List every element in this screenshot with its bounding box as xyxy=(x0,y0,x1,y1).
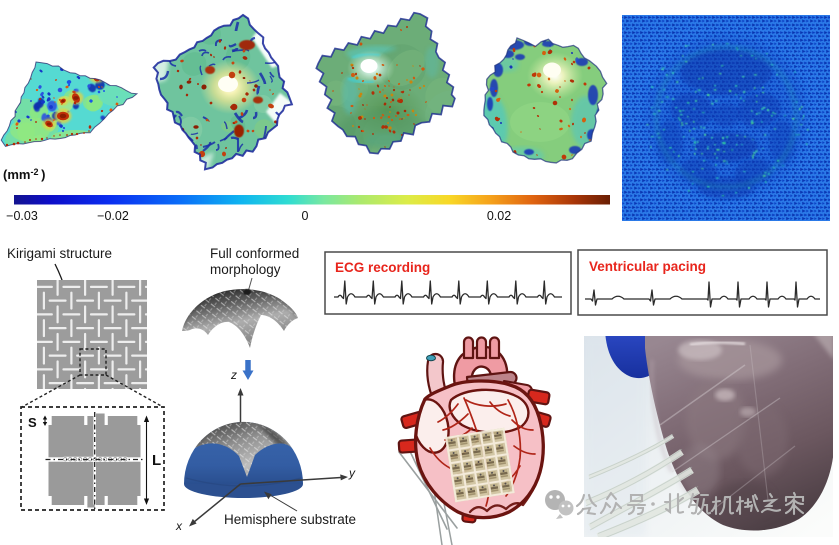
svg-text:S: S xyxy=(28,415,37,430)
svg-text:0.02: 0.02 xyxy=(487,209,511,223)
svg-text:Hemisphere substrate: Hemisphere substrate xyxy=(224,512,356,527)
svg-text:ECG recording: ECG recording xyxy=(335,260,430,275)
svg-text:Kirigami structure: Kirigami structure xyxy=(7,246,112,261)
svg-text:morphology: morphology xyxy=(210,262,281,277)
svg-text:y: y xyxy=(348,466,356,480)
svg-text:L: L xyxy=(152,452,161,469)
svg-text:x: x xyxy=(175,519,183,533)
svg-text:0: 0 xyxy=(302,209,309,223)
svg-text:z: z xyxy=(230,368,237,382)
svg-text:Ventricular pacing: Ventricular pacing xyxy=(589,259,706,274)
svg-text:−0.02: −0.02 xyxy=(97,209,129,223)
svg-text:Full conformed: Full conformed xyxy=(210,246,299,261)
svg-text:(mm-2 ): (mm-2 ) xyxy=(3,167,45,182)
svg-text:−0.03: −0.03 xyxy=(6,209,38,223)
